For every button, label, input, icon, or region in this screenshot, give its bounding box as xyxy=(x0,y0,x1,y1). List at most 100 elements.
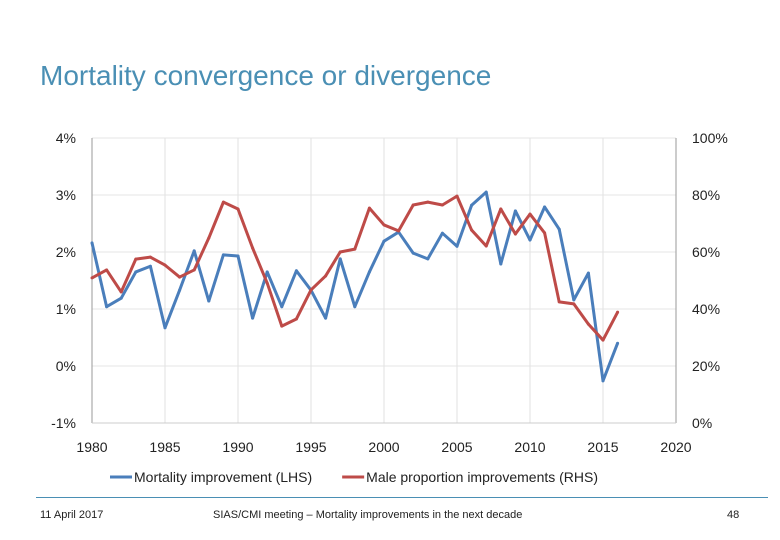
data-point xyxy=(586,322,590,326)
page-number: 48 xyxy=(727,509,740,521)
data-point xyxy=(426,257,430,261)
data-point xyxy=(207,299,211,303)
data-point xyxy=(105,305,109,309)
footer-date: 11 April 2017 xyxy=(40,509,104,521)
data-point xyxy=(148,264,152,268)
line-chart: -1% 0% 1% 2% 3% 4% 0% 20% 40% 60% 80% 100% 1980 1985 1… xyxy=(51,130,728,485)
data-point xyxy=(265,281,269,285)
data-point xyxy=(440,203,444,207)
data-point xyxy=(163,326,167,330)
data-point xyxy=(586,271,590,275)
x-tick-label: 2010 xyxy=(514,439,545,455)
data-point xyxy=(411,251,415,255)
y-left-tick-label: 3% xyxy=(56,187,76,203)
data-point xyxy=(338,250,342,254)
data-point xyxy=(265,270,269,274)
data-point xyxy=(426,200,430,204)
x-tick-label: 1980 xyxy=(76,439,107,455)
data-point xyxy=(513,232,517,236)
y-left-tick-label: 1% xyxy=(56,301,76,317)
data-point xyxy=(440,231,444,235)
data-point xyxy=(324,274,328,278)
data-point xyxy=(397,229,401,233)
y-right-tick-label: 80% xyxy=(692,187,720,203)
data-point xyxy=(557,300,561,304)
data-point xyxy=(90,276,94,280)
series-line-1 xyxy=(90,190,619,383)
y-right-tick-label: 0% xyxy=(692,415,712,431)
data-point xyxy=(353,247,357,251)
y-right-tick-label: 60% xyxy=(692,244,720,260)
data-point xyxy=(601,379,605,383)
x-tick-label: 1985 xyxy=(149,439,180,455)
data-point xyxy=(367,270,371,274)
data-point xyxy=(484,190,488,194)
data-point xyxy=(616,341,620,345)
data-point xyxy=(528,212,532,216)
x-tick-label: 2000 xyxy=(368,439,399,455)
legend-label: Mortality improvement (LHS) xyxy=(134,469,312,485)
footer-divider xyxy=(36,497,768,498)
data-point xyxy=(484,244,488,248)
data-point xyxy=(134,270,138,274)
y-right-tick-label: 40% xyxy=(692,301,720,317)
data-point xyxy=(119,296,123,300)
data-point xyxy=(528,238,532,242)
data-point xyxy=(221,253,225,257)
data-point xyxy=(513,209,517,213)
x-tick-label: 1990 xyxy=(222,439,253,455)
data-point xyxy=(309,288,313,292)
data-point xyxy=(251,246,255,250)
data-point xyxy=(543,231,547,235)
data-point xyxy=(382,223,386,227)
data-point xyxy=(105,268,109,272)
data-point xyxy=(280,324,284,328)
data-point xyxy=(90,241,94,245)
data-point xyxy=(338,257,342,261)
data-point xyxy=(557,227,561,231)
data-point xyxy=(411,203,415,207)
y-left-tick-label: -1% xyxy=(51,415,76,431)
data-point xyxy=(148,255,152,259)
data-point xyxy=(455,194,459,198)
data-point xyxy=(324,316,328,320)
data-point xyxy=(470,203,474,207)
data-point xyxy=(353,305,357,309)
data-point xyxy=(251,316,255,320)
y-left-tick-label: 2% xyxy=(56,244,76,260)
data-point xyxy=(470,228,474,232)
data-point xyxy=(499,262,503,266)
data-point xyxy=(178,275,182,279)
x-tick-label: 1995 xyxy=(295,439,326,455)
data-point xyxy=(572,302,576,306)
y-right-tick-label: 100% xyxy=(692,130,728,146)
data-point xyxy=(207,236,211,240)
data-point xyxy=(236,254,240,258)
y-left-tick-label: 4% xyxy=(56,130,76,146)
legend-label: Male proportion improvements (RHS) xyxy=(366,469,598,485)
y-right-tick-label: 20% xyxy=(692,358,720,374)
data-point xyxy=(572,298,576,302)
x-tick-label: 2015 xyxy=(587,439,618,455)
data-point xyxy=(221,200,225,204)
data-point xyxy=(616,310,620,314)
data-point xyxy=(163,263,167,267)
data-point xyxy=(543,205,547,209)
x-tick-label: 2005 xyxy=(441,439,472,455)
data-point xyxy=(294,269,298,273)
data-point xyxy=(382,239,386,243)
data-point xyxy=(178,288,182,292)
data-point xyxy=(119,290,123,294)
data-point xyxy=(455,244,459,248)
data-point xyxy=(280,305,284,309)
data-point xyxy=(236,207,240,211)
data-point xyxy=(499,207,503,211)
footer-text: SIAS/CMI meeting – Mortality improvement… xyxy=(213,509,523,521)
data-point xyxy=(601,338,605,342)
x-tick-label: 2020 xyxy=(660,439,691,455)
slide-title: Mortality convergence or divergence xyxy=(40,60,492,91)
data-point xyxy=(192,268,196,272)
data-point xyxy=(294,317,298,321)
data-point xyxy=(134,257,138,261)
data-point xyxy=(192,249,196,253)
